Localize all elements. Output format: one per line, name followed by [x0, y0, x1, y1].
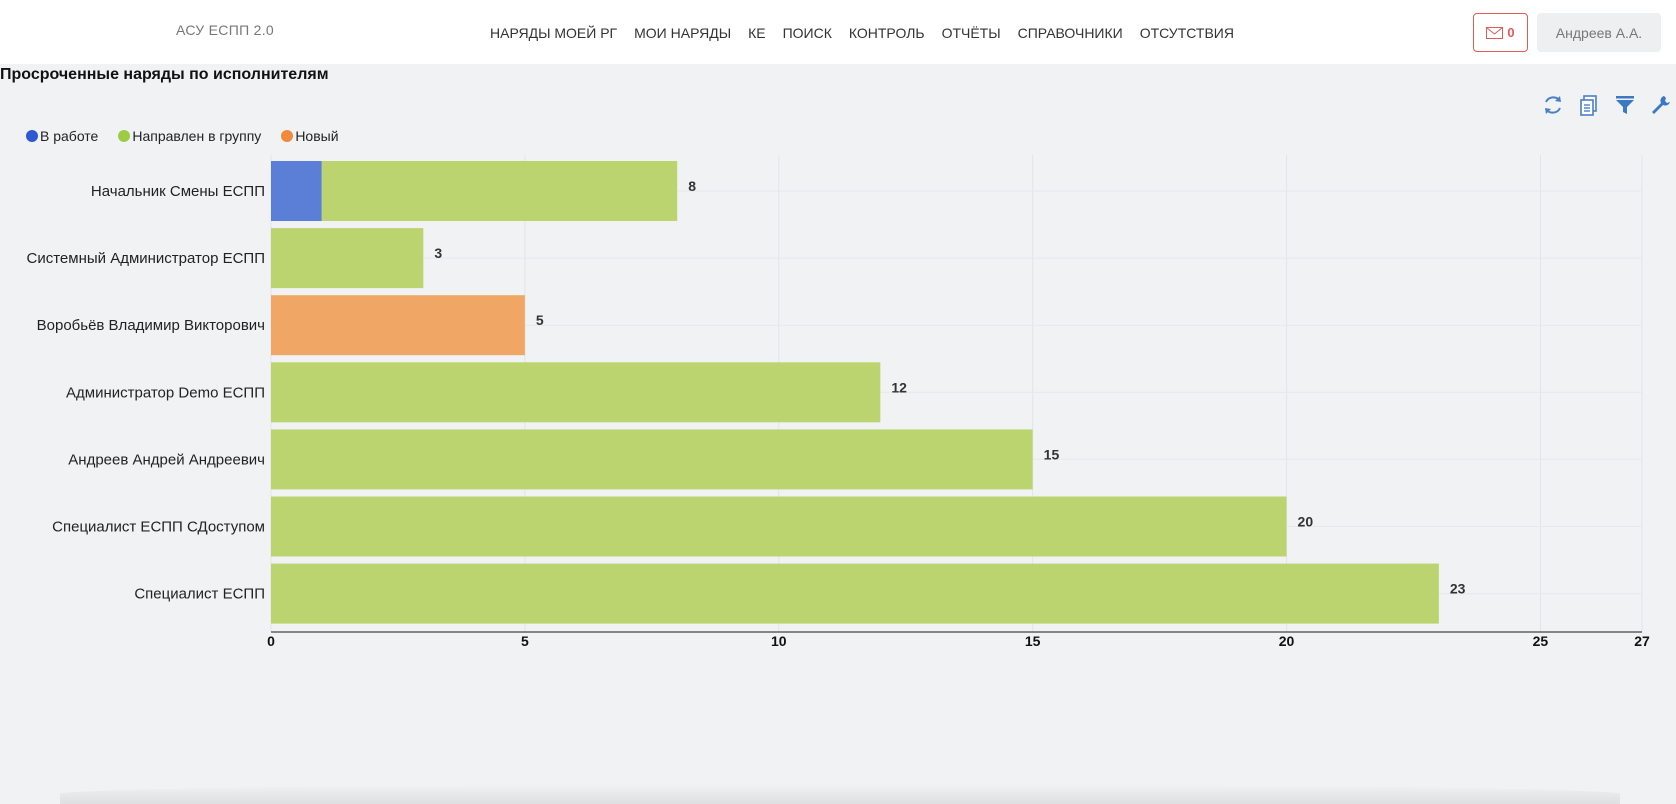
bar-5-series-1[interactable]: [271, 496, 1287, 557]
legend-item-sent-to-group[interactable]: Направлен в группу: [118, 128, 261, 144]
bar-4-series-1[interactable]: [271, 429, 1033, 490]
app-brand[interactable]: АСУ ЕСПП 2.0: [176, 22, 274, 38]
report-title: Просроченные наряды по исполнителям: [0, 66, 329, 83]
bar-total-label-1: 3: [434, 245, 442, 261]
chart-legend: В работе Направлен в группу Новый: [26, 128, 339, 144]
legend-dot-in-work: [26, 130, 38, 142]
overdue-orders-bar-chart: 8 Начальник Смены ЕСПП 3 Системный Админист…: [27, 155, 1650, 649]
messages-button[interactable]: 0: [1473, 13, 1528, 52]
legend-dot-sent-to-group: [118, 130, 131, 142]
x-tick-label-5: 25: [1533, 633, 1549, 649]
bar-0-series-0[interactable]: [271, 161, 322, 221]
messages-count: 0: [1507, 25, 1515, 40]
category-label-5: Специалист ЕСПП СДоступом: [52, 519, 265, 536]
legend-label-in-work: В работе: [40, 128, 99, 144]
nav-reports[interactable]: ОТЧЁТЫ: [941, 25, 1001, 41]
nav-ke[interactable]: КЕ: [748, 25, 766, 41]
envelope-icon: [1486, 26, 1504, 39]
bar-2-series-2[interactable]: [271, 295, 525, 356]
bar-0-series-1[interactable]: [321, 161, 678, 221]
legend-label-new: Новый: [295, 128, 339, 144]
x-tick-label-1: 5: [521, 633, 529, 649]
bar-1-series-1[interactable]: [271, 228, 424, 289]
x-tick-label-3: 15: [1025, 633, 1041, 649]
legend-item-new[interactable]: Новый: [281, 128, 339, 144]
bar-6-series-1[interactable]: [271, 563, 1439, 624]
bar-total-label-5: 20: [1298, 514, 1314, 530]
bar-total-label-2: 5: [536, 312, 544, 328]
category-label-1: Системный Администратор ЕСПП: [27, 250, 265, 267]
bar-total-label-4: 15: [1044, 446, 1060, 462]
nav-my-group-orders[interactable]: НАРЯДЫ МОЕЙ РГ: [490, 25, 618, 41]
print-icon[interactable]: [1576, 92, 1602, 118]
category-label-2: Воробьёв Владимир Викторович: [37, 317, 265, 334]
wrench-icon[interactable]: [1648, 92, 1674, 118]
category-label-6: Специалист ЕСПП: [134, 586, 265, 603]
nav-search[interactable]: ПОИСК: [782, 25, 832, 41]
chart-toolbar: [1540, 92, 1674, 118]
user-menu-button[interactable]: Андреев А.А.: [1537, 13, 1661, 52]
bar-total-label-6: 23: [1450, 581, 1466, 597]
top-header: АСУ ЕСПП 2.0 НАРЯДЫ МОЕЙ РГ МОИ НАРЯДЫ К…: [0, 0, 1676, 64]
filter-icon[interactable]: [1612, 92, 1638, 118]
nav-directories[interactable]: СПРАВОЧНИКИ: [1017, 25, 1123, 41]
main-nav: НАРЯДЫ МОЕЙ РГ МОИ НАРЯДЫ КЕ ПОИСК КОНТР…: [490, 25, 1234, 41]
category-label-4: Андреев Андрей Андреевич: [68, 451, 265, 468]
legend-item-in-work[interactable]: В работе: [26, 128, 98, 144]
legend-label-sent-to-group: Направлен в группу: [132, 128, 262, 144]
refresh-icon[interactable]: [1540, 92, 1566, 118]
x-tick-label-0: 0: [267, 633, 275, 649]
x-tick-label-4: 20: [1279, 633, 1295, 649]
legend-dot-new: [281, 130, 294, 142]
nav-control[interactable]: КОНТРОЛЬ: [848, 25, 925, 41]
category-label-3: Администратор Demo ЕСПП: [66, 384, 265, 401]
category-label-0: Начальник Смены ЕСПП: [91, 183, 265, 200]
bar-3-series-1[interactable]: [271, 362, 881, 423]
bar-total-label-0: 8: [688, 178, 696, 194]
x-tick-label-6: 27: [1634, 633, 1650, 649]
panel-bottom-shadow: [60, 784, 1620, 804]
bar-total-label-3: 12: [891, 379, 907, 395]
nav-absences[interactable]: ОТСУТСТВИЯ: [1139, 25, 1234, 41]
nav-my-orders[interactable]: МОИ НАРЯДЫ: [634, 25, 732, 41]
x-tick-label-2: 10: [771, 633, 787, 649]
